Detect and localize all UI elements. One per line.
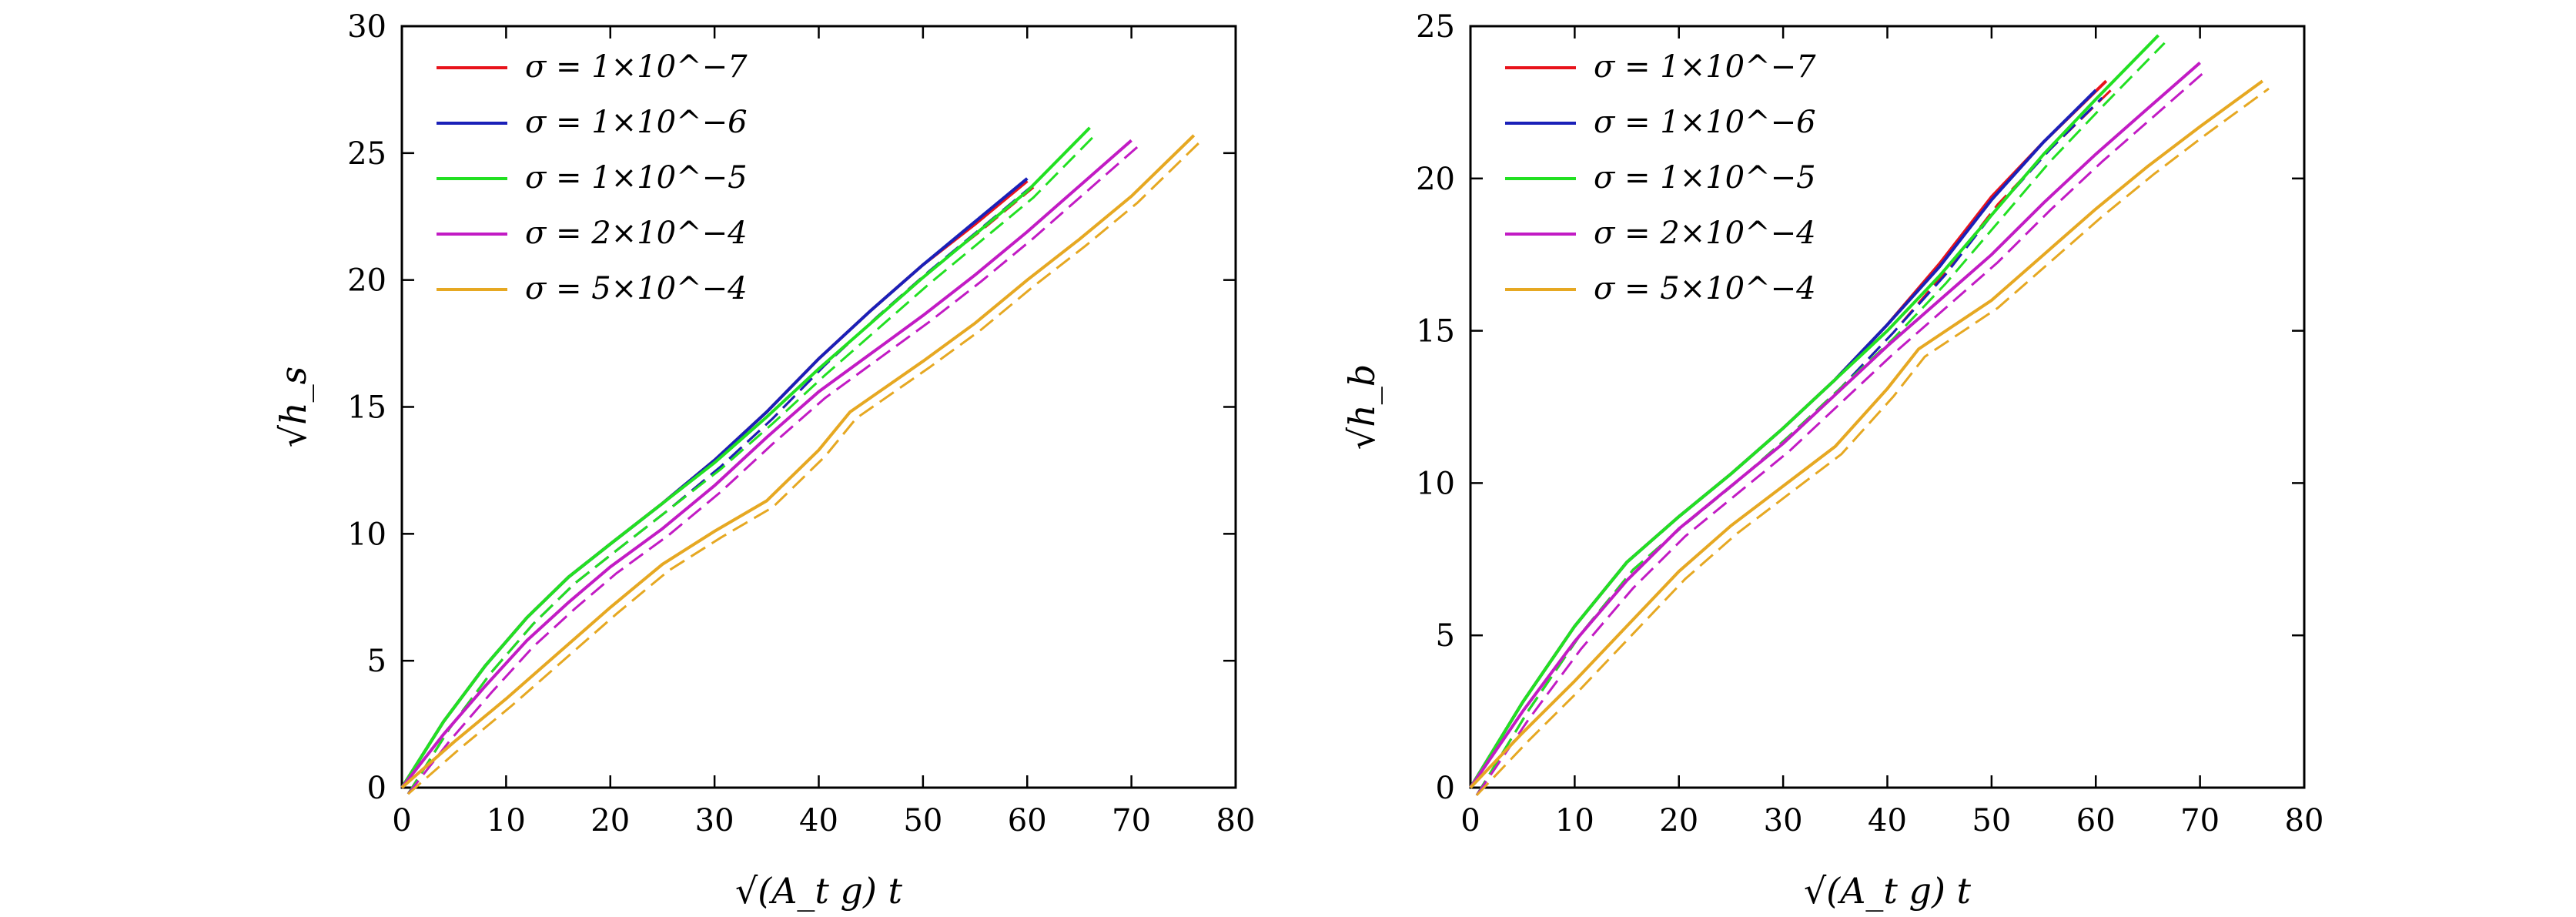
x-tick-label: 10 bbox=[1555, 803, 1594, 838]
x-axis-label: √(A_t g) t bbox=[735, 870, 903, 912]
x-tick-label: 10 bbox=[487, 803, 526, 838]
x-tick-label: 30 bbox=[1764, 803, 1803, 838]
legend-label: σ = 1×10^−7 bbox=[525, 49, 748, 85]
legend-label: σ = 1×10^−6 bbox=[1594, 105, 1816, 140]
x-tick-label: 40 bbox=[799, 803, 838, 838]
y-tick-label: 20 bbox=[1416, 162, 1455, 197]
x-tick-label: 70 bbox=[2180, 803, 2220, 838]
y-tick-label: 15 bbox=[1416, 314, 1455, 350]
x-tick-label: 70 bbox=[1112, 803, 1151, 838]
x-tick-label: 60 bbox=[2076, 803, 2116, 838]
y-tick-label: 5 bbox=[1436, 618, 1455, 654]
legend-label: σ = 2×10^−4 bbox=[525, 216, 748, 251]
y-tick-label: 10 bbox=[347, 517, 386, 552]
series-line bbox=[400, 134, 1196, 789]
x-tick-label: 20 bbox=[590, 803, 630, 838]
series-line-dashed bbox=[1475, 42, 2166, 796]
series-line-dashed bbox=[406, 146, 1139, 795]
left-panel-plot: 0 10 20 30 40 50 60 70 80 0 5 10 15 20 25 30 σ = 1×10^−7… bbox=[273, 9, 1255, 912]
y-tick-label: 25 bbox=[1416, 9, 1455, 45]
legend-label: σ = 1×10^−6 bbox=[525, 105, 748, 140]
series-line bbox=[400, 126, 1091, 789]
y-axis-label: √h_s bbox=[273, 366, 314, 448]
series-line bbox=[1469, 61, 2201, 789]
legend-label: σ = 1×10^−5 bbox=[525, 160, 748, 196]
x-tick-label: 80 bbox=[2285, 803, 2324, 838]
series-line bbox=[1469, 79, 2263, 789]
series-line-dashed bbox=[1475, 69, 2207, 796]
legend-label: σ = 1×10^−7 bbox=[1594, 49, 1816, 85]
legend-label: σ = 2×10^−4 bbox=[1594, 216, 1816, 251]
legend-label: σ = 5×10^−4 bbox=[1594, 271, 1816, 306]
y-tick-label: 30 bbox=[347, 9, 386, 45]
legend-label: σ = 1×10^−5 bbox=[1594, 160, 1816, 196]
series-line bbox=[400, 139, 1132, 789]
right-panel-plot: 0 10 20 30 40 50 60 70 80 0 5 10 15 20 25 σ = 1×10^−7 σ … bbox=[1341, 9, 2323, 912]
plot-frame bbox=[1469, 25, 2306, 789]
legend-label: σ = 5×10^−4 bbox=[525, 271, 748, 306]
y-tick-label: 0 bbox=[1436, 771, 1455, 806]
y-tick-label: 25 bbox=[347, 136, 386, 172]
y-tick-label: 20 bbox=[347, 263, 386, 299]
y-tick-label: 0 bbox=[367, 771, 386, 806]
x-tick-label: 80 bbox=[1216, 803, 1256, 838]
x-tick-label: 0 bbox=[392, 803, 411, 838]
y-tick-label: 5 bbox=[367, 644, 386, 679]
plot-frame bbox=[400, 25, 1237, 789]
series-line-dashed bbox=[406, 133, 1097, 795]
y-tick-label: 15 bbox=[347, 390, 386, 426]
x-tick-label: 30 bbox=[695, 803, 734, 838]
x-tick-label: 40 bbox=[1868, 803, 1907, 838]
series-line-dashed bbox=[1476, 87, 2270, 796]
x-tick-label: 20 bbox=[1659, 803, 1698, 838]
series-line bbox=[1469, 34, 2159, 789]
x-axis-label: √(A_t g) t bbox=[1804, 870, 1972, 912]
series-line-dashed bbox=[407, 140, 1202, 795]
x-tick-label: 50 bbox=[903, 803, 942, 838]
series-line-dashed bbox=[1475, 96, 2103, 796]
y-tick-label: 10 bbox=[1416, 466, 1455, 501]
x-tick-label: 50 bbox=[1972, 803, 2011, 838]
x-tick-label: 60 bbox=[1008, 803, 1047, 838]
y-axis-label: √h_b bbox=[1341, 364, 1383, 450]
x-tick-label: 0 bbox=[1460, 803, 1480, 838]
